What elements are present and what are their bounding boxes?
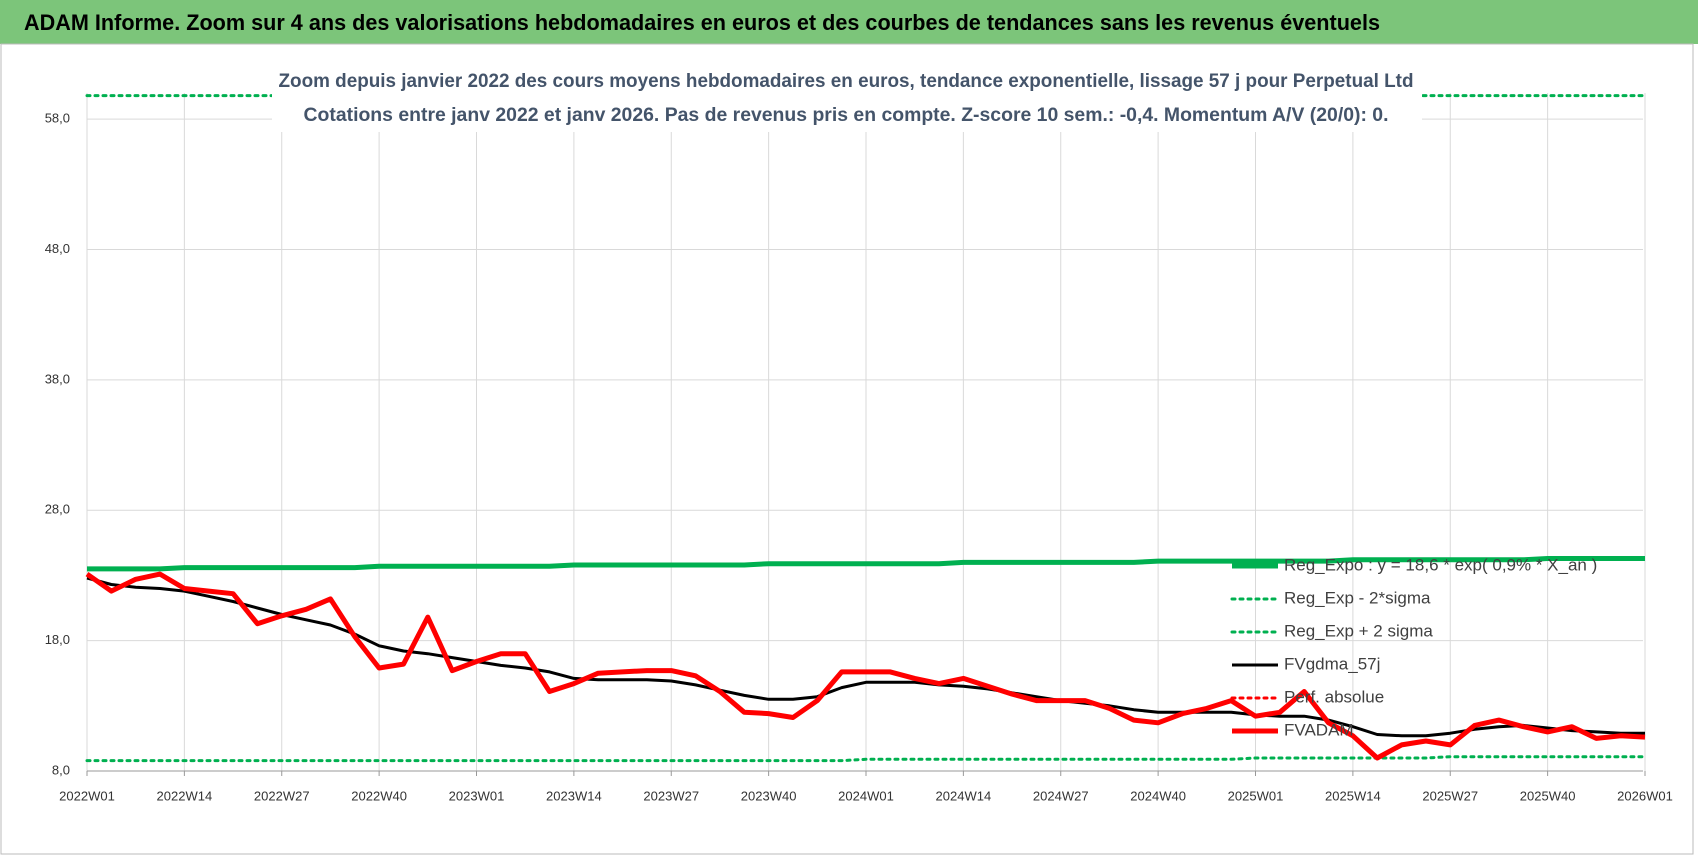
x-tick-label: 2023W14 [546,788,602,803]
y-tick-label: 18,0 [45,632,70,647]
legend-label: Reg_Exp - 2*sigma [1284,588,1431,607]
x-tick-label: 2022W14 [157,788,213,803]
legend-label: FVgdma_57j [1284,654,1380,673]
x-tick-label: 2024W01 [838,788,894,803]
x-tick-label: 2024W40 [1130,788,1186,803]
y-tick-label: 48,0 [45,241,70,256]
x-tick-label: 2025W14 [1325,788,1381,803]
chart-title: Zoom depuis janvier 2022 des cours moyen… [279,71,1414,92]
x-tick-label: 2024W14 [936,788,992,803]
x-tick-label: 2023W01 [449,788,505,803]
y-tick-label: 58,0 [45,111,70,126]
x-tick-label: 2022W27 [254,788,310,803]
header-bar [0,0,1698,44]
series-line [85,571,1646,761]
x-tick-label: 2022W01 [59,788,115,803]
x-tick-label: 2025W27 [1422,788,1478,803]
x-tick-label: 2024W27 [1033,788,1089,803]
legend-label: Reg_Exp + 2 sigma [1284,621,1433,640]
x-tick-label: 2023W27 [643,788,699,803]
chart-frame [0,43,1694,855]
x-tick-label: 2025W40 [1520,788,1576,803]
chart-subtitle: Cotations entre janv 2022 et janv 2026. … [304,105,1389,126]
x-tick-label: 2022W40 [351,788,407,803]
y-tick-label: 8,0 [52,762,70,777]
page-title: ADAM Informe. Zoom sur 4 ans des valoris… [24,10,1380,35]
x-tick-label: 2023W40 [741,788,797,803]
x-tick-label: 2026W01 [1617,788,1673,803]
x-tick-label: 2025W01 [1228,788,1284,803]
legend-label: Reg_Expo : y = 18,6 * exp( 0,9% * X_an ) [1284,555,1597,574]
series-line [86,576,1645,738]
y-tick-label: 28,0 [45,502,70,517]
series-line [85,755,1647,763]
y-tick-label: 38,0 [45,371,70,386]
series-line [87,556,1645,572]
title-box [272,62,1422,132]
legend-label: Perf. absolue [1284,687,1384,706]
legend: Reg_Expo : y = 18,6 * exp( 0,9% * X_an )… [1230,555,1597,739]
legend-label: FVADAM [1284,720,1354,739]
